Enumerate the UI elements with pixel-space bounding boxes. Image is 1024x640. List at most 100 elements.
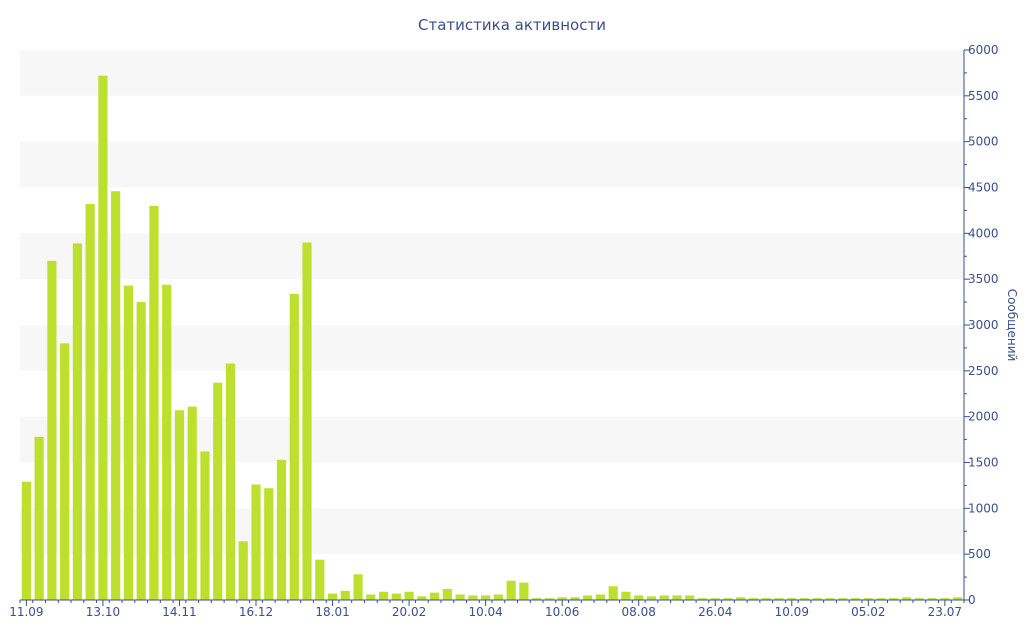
x-tick-label: 23.07 (928, 605, 962, 619)
bar (481, 595, 491, 600)
bar (774, 598, 784, 600)
bar (863, 598, 873, 600)
bar (21, 481, 31, 600)
bar (914, 598, 924, 600)
x-tick-label: 13.10 (86, 605, 120, 619)
bar (264, 488, 274, 600)
bar (162, 284, 172, 600)
x-tick-label: 14.11 (162, 605, 196, 619)
bar (812, 598, 822, 600)
y-axis-title: Сообщений (1005, 289, 1019, 362)
bar (850, 598, 861, 600)
grid-band (20, 50, 964, 96)
bar (391, 593, 401, 600)
bar (315, 559, 325, 600)
y-tick-label: 1500 (968, 456, 999, 470)
bar (876, 598, 886, 600)
x-tick-label: 08.08 (622, 605, 656, 619)
grid-band (20, 233, 964, 280)
bar (289, 293, 299, 600)
bar (417, 596, 427, 600)
y-tick-label: 6000 (968, 43, 999, 57)
bar (825, 598, 835, 600)
x-tick-label: 18.01 (315, 605, 349, 619)
axes-group: 0 500 1000 1500 2000 2500 3000 3500 4000 4500 5000… (9, 43, 998, 619)
bar (430, 592, 440, 600)
plot-bands (20, 50, 964, 555)
bar (34, 436, 44, 600)
bar (736, 597, 746, 600)
bar (710, 598, 720, 600)
x-tick-label: 16.12 (239, 605, 273, 619)
bar (940, 598, 950, 600)
grid-band (20, 325, 964, 371)
bar (672, 595, 682, 600)
bar (136, 302, 146, 600)
bar (889, 598, 899, 600)
bar (659, 595, 669, 600)
x-tick-label: 10.04 (468, 605, 502, 619)
bar (927, 598, 937, 600)
bar (953, 597, 963, 600)
bar (761, 598, 771, 600)
y-tick-label: 4000 (968, 226, 999, 240)
grid-band (20, 508, 964, 555)
bar (85, 204, 95, 600)
bar (213, 382, 223, 600)
bar (493, 594, 503, 600)
bar (646, 596, 657, 600)
bar (608, 586, 618, 600)
bar (506, 580, 516, 600)
bar (251, 484, 261, 600)
x-tick-label: 20.02 (392, 605, 426, 619)
y-tick-label: 4500 (968, 181, 999, 195)
bar (570, 597, 580, 600)
chart-title: Статистика активности (418, 16, 606, 34)
bar (583, 595, 593, 600)
bar (685, 595, 695, 600)
bar (98, 75, 108, 601)
bars-group (21, 75, 963, 601)
bar (302, 242, 312, 600)
y-tick-label: 0 (968, 593, 976, 607)
bar (60, 343, 70, 600)
x-tick-label: 05.02 (851, 605, 885, 619)
bar (225, 363, 236, 600)
bar (123, 285, 134, 600)
grid-band (20, 141, 964, 188)
bar (340, 590, 350, 600)
bar (634, 595, 644, 600)
bar (723, 598, 733, 600)
x-tick-label: 11.09 (9, 605, 43, 619)
bar (838, 598, 848, 600)
x-tick-label: 26.04 (698, 605, 732, 619)
bar (455, 594, 465, 600)
bar (595, 594, 606, 600)
y-tick-label: 1000 (968, 501, 999, 515)
y-tick-label: 3000 (968, 318, 999, 332)
bar (47, 260, 57, 600)
y-tick-label: 5500 (968, 89, 999, 103)
bar (787, 598, 797, 600)
bar (557, 597, 567, 600)
y-tick-label: 2500 (968, 364, 999, 378)
x-tick-label: 10.09 (775, 605, 809, 619)
bar (366, 594, 376, 600)
bar (902, 597, 912, 600)
bar (174, 410, 185, 600)
grid-band (20, 416, 964, 463)
x-tick-label: 10.06 (545, 605, 579, 619)
bar (72, 243, 82, 601)
bar (353, 574, 363, 600)
y-tick-label: 500 (968, 547, 991, 561)
y-tick-label: 5000 (968, 135, 999, 149)
bar (621, 591, 631, 600)
bar (327, 593, 338, 600)
bar (544, 598, 554, 600)
bar (149, 205, 159, 600)
y-tick-label: 3500 (968, 272, 999, 286)
bar (799, 598, 810, 600)
bar (187, 406, 197, 600)
